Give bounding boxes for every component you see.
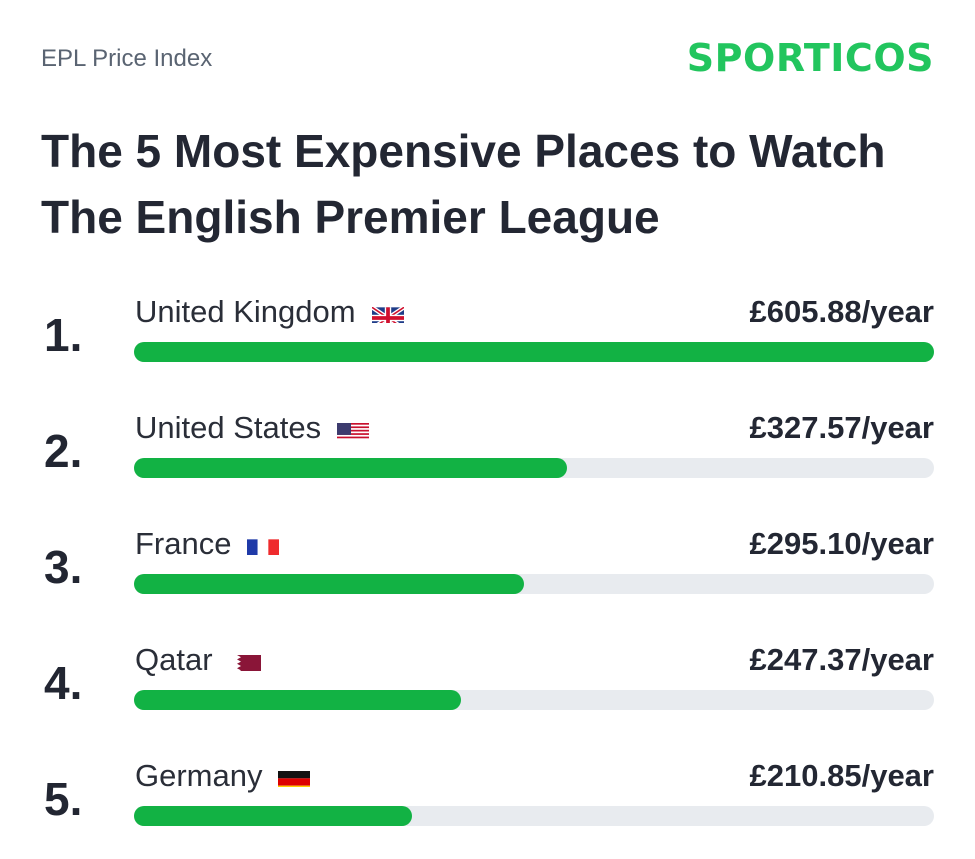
bar — [134, 690, 461, 710]
bar-row: 5. Germany £210.85/year — [0, 758, 975, 844]
germany-flag-icon — [278, 765, 311, 787]
bar-track — [134, 690, 934, 710]
bar-row: 1. United Kingdom £605.88/year — [0, 294, 975, 380]
country-name: France — [135, 526, 232, 561]
uk-flag-icon — [371, 301, 404, 323]
country-name: United Kingdom — [135, 294, 356, 329]
rank-label: 5. — [44, 773, 83, 825]
data-label: £605.88/year — [749, 294, 934, 329]
rank-label: 4. — [44, 657, 83, 709]
rank-label: 2. — [44, 425, 83, 477]
bar-row: 3. France £295.10/year — [0, 526, 975, 612]
data-label: £327.57/year — [749, 410, 934, 445]
bar — [134, 806, 412, 826]
us-flag-icon — [337, 417, 370, 439]
country-name: Qatar — [135, 642, 213, 677]
data-label: £210.85/year — [749, 758, 934, 793]
chart-title: The 5 Most Expensive Places to Watch The… — [41, 125, 886, 243]
data-label: £295.10/year — [749, 526, 934, 561]
bar — [134, 458, 567, 478]
country-name: Germany — [135, 758, 263, 793]
bar-track — [134, 458, 934, 478]
rank-label: 1. — [44, 309, 83, 361]
category-label: France — [135, 526, 280, 562]
bar — [134, 342, 934, 362]
bar-track — [134, 574, 934, 594]
data-label: £247.37/year — [749, 642, 934, 677]
bar-track — [134, 342, 934, 362]
bar-row: 4. Qatar £247.37/year — [0, 642, 975, 728]
bar-row: 2. United States £327.57/year — [0, 410, 975, 496]
country-name: United States — [135, 410, 322, 445]
bar-track — [134, 806, 934, 826]
category-label: Germany — [135, 758, 311, 794]
qatar-flag-icon — [228, 649, 261, 671]
brand-logo: SPORTICOS — [686, 36, 934, 80]
rank-label: 3. — [44, 541, 83, 593]
category-label: United States — [135, 410, 370, 446]
kicker-label: EPL Price Index — [41, 45, 213, 72]
france-flag-icon — [247, 533, 280, 555]
category-label: United Kingdom — [135, 294, 404, 330]
bar — [134, 574, 524, 594]
category-label: Qatar — [135, 642, 261, 678]
